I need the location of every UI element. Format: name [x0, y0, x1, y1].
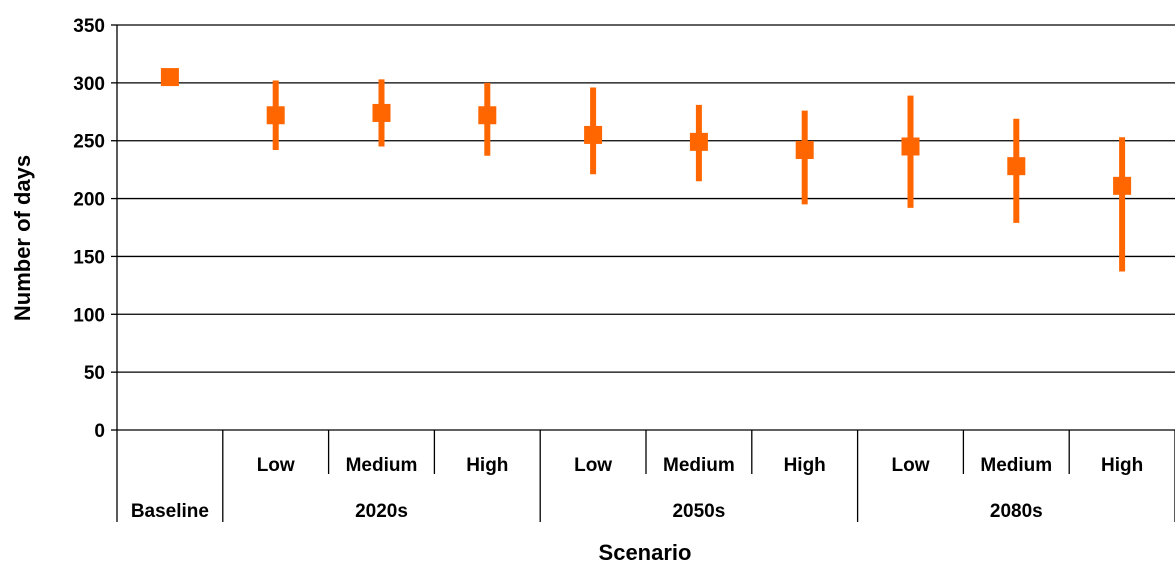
data-point	[901, 137, 920, 156]
x-category-label: High	[1101, 455, 1143, 476]
y-tick-label: 0	[94, 421, 105, 442]
data-marks	[160, 68, 1132, 272]
x-category-label: Medium	[346, 455, 418, 476]
x-group-label: 2080s	[990, 501, 1043, 522]
data-point	[160, 68, 179, 87]
x-category-label: Low	[574, 455, 612, 476]
x-category-label: High	[784, 455, 826, 476]
x-category-label: Medium	[980, 455, 1052, 476]
axes	[111, 24, 1175, 522]
y-axis-title: Number of days	[10, 155, 35, 321]
data-point	[1007, 157, 1026, 176]
y-tick-label: 150	[73, 247, 105, 268]
y-tick-label: 350	[73, 16, 105, 37]
data-point	[795, 140, 814, 159]
x-category-label: Low	[257, 455, 295, 476]
x-axis-title: Scenario	[599, 540, 692, 565]
data-point	[372, 103, 391, 122]
data-point	[689, 132, 708, 151]
x-group-label: 2020s	[355, 501, 408, 522]
y-tick-label: 200	[73, 190, 105, 211]
y-tick-labels: 0 50 100 150 200 250 300 350	[73, 16, 105, 442]
data-point	[584, 125, 603, 144]
x-category-label: Medium	[663, 455, 735, 476]
y-tick-label: 50	[84, 363, 105, 384]
data-point	[266, 106, 285, 125]
y-tick-label: 300	[73, 74, 105, 95]
x-category-labels: Low Medium High Low Medium High Low Medium High B…	[131, 455, 1143, 522]
x-group-label: Baseline	[131, 501, 209, 522]
x-category-label: High	[466, 455, 508, 476]
y-tick-label: 250	[73, 132, 105, 153]
y-tick-label: 100	[73, 305, 105, 326]
x-group-label: 2050s	[672, 501, 725, 522]
data-point	[1113, 176, 1132, 195]
x-category-label: Low	[892, 455, 930, 476]
data-point	[478, 106, 497, 125]
gridlines	[117, 24, 1175, 373]
